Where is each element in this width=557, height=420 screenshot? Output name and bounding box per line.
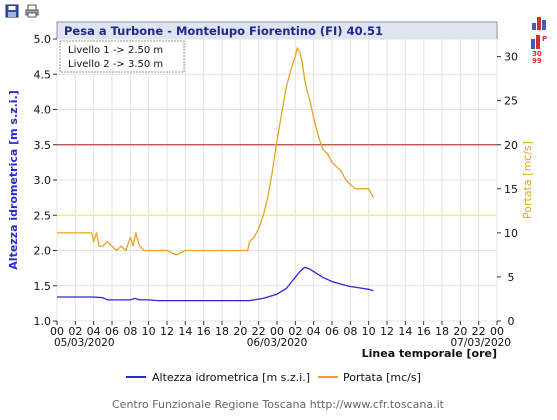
series-line-level: [57, 266, 374, 302]
legend-label-flow: Portata [mc/s]: [343, 371, 421, 384]
y-left-tick-label: 4.0: [34, 104, 52, 117]
x-tick-label: 10: [362, 325, 376, 338]
y-right-tick-label: 10: [504, 227, 518, 240]
x-axis-label: Linea temporale [ore]: [362, 347, 497, 360]
x-tick-label: 00: [50, 325, 64, 338]
x-tick-label: 04: [87, 325, 101, 338]
precipitation-badge-text: 30: [532, 50, 542, 58]
threshold-legend-1: Livello 1 -> 2.50 m: [68, 45, 163, 56]
x-tick-label: 08: [123, 325, 137, 338]
save-icon[interactable]: [5, 4, 19, 18]
x-axis-ticks: 00 02 04 06 08 10 12 14 16 18 20 22 00 02 04 06 08 10 12 14…: [50, 321, 511, 349]
x-tick-label: 18: [435, 325, 449, 338]
x-date-label: 06/03/2020: [247, 337, 308, 349]
y-left-tick-label: 2.5: [34, 209, 52, 222]
series-group: [57, 47, 374, 302]
x-tick-label: 22: [472, 325, 486, 338]
y-left-tick-label: 1.0: [34, 315, 52, 328]
x-tick-label: 02: [288, 325, 302, 338]
x-tick-label: 14: [178, 325, 192, 338]
y-left-tick-label: 3.5: [34, 139, 52, 152]
chart-title: Pesa a Turbone - Montelupo Fiorentino (F…: [64, 24, 383, 38]
y-right-tick-label: 5: [508, 271, 515, 284]
print-icon[interactable]: [25, 4, 39, 18]
x-date-label: 05/03/2020: [54, 337, 115, 349]
x-tick-label: 04: [307, 325, 321, 338]
y-axis-right-ticks: 0 5 10 15 20 25 30: [497, 51, 518, 328]
x-tick-label: 08: [343, 325, 357, 338]
x-tick-label: 16: [417, 325, 431, 338]
y-right-tick-label: 20: [504, 139, 518, 152]
y-right-tick-label: 30: [504, 51, 518, 64]
x-tick-label: 06: [325, 325, 339, 338]
y-right-tick-label: 25: [504, 95, 518, 108]
x-tick-label: 16: [197, 325, 211, 338]
footer-credit: Centro Funzionale Regione Toscana http:/…: [112, 398, 445, 411]
legend-label-level: Altezza idrometrica [m s.z.i.]: [152, 371, 310, 384]
svg-text:99: 99: [532, 57, 542, 63]
y-left-tick-label: 3.0: [34, 174, 52, 187]
bar-chart-icon[interactable]: [531, 13, 547, 31]
precipitation-icon[interactable]: P 30 99: [530, 33, 548, 63]
svg-text:P: P: [542, 35, 547, 43]
x-tick-label: 20: [453, 325, 467, 338]
series-line-flow: [57, 47, 374, 256]
x-tick-label: 20: [233, 325, 247, 338]
threshold-lines: [57, 144, 497, 216]
y-left-tick-label: 5.0: [34, 33, 52, 46]
threshold-legend-box: [59, 40, 185, 73]
threshold-legend-2: Livello 2 -> 3.50 m: [68, 59, 163, 70]
x-tick-label: 18: [215, 325, 229, 338]
x-tick-label: 00: [270, 325, 284, 338]
y-right-tick-label: 0: [508, 315, 515, 328]
x-tick-label: 02: [68, 325, 82, 338]
x-date-label: 07/03/2020: [450, 337, 511, 349]
x-tick-label: 12: [380, 325, 394, 338]
y-left-tick-label: 4.5: [34, 68, 52, 81]
x-tick-label: 10: [142, 325, 156, 338]
y-left-tick-label: 1.5: [34, 280, 52, 293]
y-axis-left-label: Altezza idrometrica [m s.z.i.]: [7, 90, 20, 269]
y-right-tick-label: 15: [504, 183, 518, 196]
y-left-tick-label: 2.0: [34, 245, 52, 258]
y-axis-left-ticks: 1.0 1.5 2.0 2.5 3.0 3.5 4.0 4.5 5.0: [34, 33, 57, 328]
x-tick-label: 22: [252, 325, 266, 338]
y-axis-right-label: Portata [mc/s]: [521, 141, 534, 219]
x-tick-label: 00: [490, 325, 504, 338]
x-tick-label: 12: [160, 325, 174, 338]
x-tick-label: 14: [398, 325, 412, 338]
x-tick-label: 06: [105, 325, 119, 338]
